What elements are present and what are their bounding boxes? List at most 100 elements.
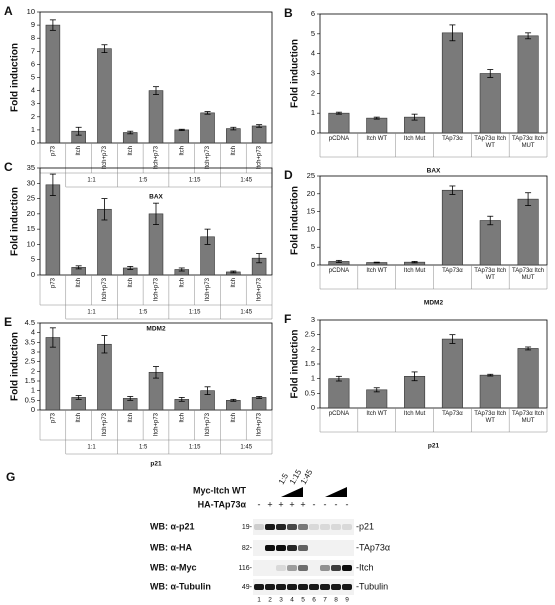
- x-axis-label: BAX: [149, 194, 163, 201]
- x-tick-label: TAp73α Itch MUT: [512, 411, 545, 424]
- treatment-sign: -: [335, 499, 338, 509]
- y-tick-label: 4: [31, 86, 35, 95]
- x-tick-label: TAp73α: [442, 268, 463, 274]
- y-tick-label: 4: [31, 328, 35, 337]
- x-tick-label-box: Itch WT: [366, 268, 387, 274]
- bar: [517, 198, 539, 266]
- mw-marker: 49-: [242, 584, 253, 591]
- x-tick-label: TAp73α Itch WT: [474, 411, 507, 424]
- group-label: 1:1: [87, 445, 96, 451]
- x-tick-label: TAp73α Itch WT: [474, 268, 507, 281]
- band: [254, 524, 264, 530]
- x-tick-label: TAp73α Itch MUT: [512, 268, 545, 281]
- error-bar: [230, 126, 237, 131]
- y-tick-label: 25: [307, 171, 315, 180]
- bar: [517, 35, 539, 134]
- x-tick-label: Itch: [179, 413, 185, 423]
- x-tick-label: Itch: [179, 146, 185, 156]
- x-tick-label-box: TAp73α Itch WT: [474, 136, 506, 149]
- x-tick-label-box: pCDNA: [328, 268, 350, 274]
- y-tick-label: 0: [31, 138, 35, 147]
- treatment-sign: +: [278, 499, 283, 509]
- x-tick-label: Itch: [128, 413, 134, 423]
- bar: [97, 343, 112, 411]
- y-tick-label: 3.5: [25, 337, 35, 346]
- band: [298, 524, 308, 530]
- lane-number: 7: [323, 597, 327, 604]
- x-tick-label-box: pCDNA: [329, 411, 349, 417]
- x-tick-label: Itch: [231, 278, 237, 288]
- band: [298, 565, 308, 571]
- treatment-sign: -: [258, 499, 261, 509]
- x-tick-label: p73: [50, 412, 56, 423]
- band: [320, 565, 330, 571]
- band: [287, 584, 297, 590]
- treatment-sign: -: [324, 499, 327, 509]
- bar: [366, 389, 388, 409]
- treatment-sign: -: [346, 499, 349, 509]
- bar: [200, 112, 215, 144]
- error-bar: [178, 267, 185, 272]
- x-tick-label: Itch WT: [366, 411, 388, 417]
- error-bar: [487, 373, 494, 377]
- error-bar: [75, 395, 82, 400]
- x-tick-label-box: Itch Mut: [404, 136, 425, 142]
- y-tick-label: 9: [31, 20, 35, 29]
- error-bar: [487, 215, 494, 226]
- y-axis-label: Fold induction: [290, 330, 301, 399]
- bar: [441, 32, 463, 134]
- treatment-sign: +: [267, 499, 272, 509]
- x-tick-label: Itch+p73: [257, 277, 263, 301]
- group-label: 1:1: [87, 310, 96, 316]
- error-bar: [49, 327, 56, 348]
- y-tick-label: 20: [307, 189, 315, 198]
- x-tick-label: Itch: [231, 413, 237, 423]
- group-label: 1:5: [139, 178, 148, 184]
- band: [331, 565, 341, 571]
- error-bar: [335, 375, 342, 382]
- lane-number: 5: [301, 597, 305, 604]
- group-label: 1:45: [240, 310, 252, 316]
- y-tick-label: 10: [307, 224, 315, 233]
- x-tick-label: pCDNA: [328, 268, 350, 274]
- panel-letter: E: [4, 315, 12, 329]
- y-axis-label: Fold induction: [10, 187, 21, 256]
- x-tick-label-box: TAp73α Itch WT: [474, 411, 507, 424]
- plot-frame: [319, 319, 548, 409]
- y-tick-label: 10: [27, 239, 35, 248]
- band: [276, 545, 286, 551]
- band: [276, 565, 286, 571]
- y-tick-label: 8: [31, 33, 35, 42]
- bar: [479, 374, 501, 409]
- error-bar: [153, 366, 159, 379]
- x-axis-label: p21: [150, 461, 162, 468]
- y-tick-label: 5: [311, 242, 315, 251]
- x-tick-label: Itch+p73: [205, 277, 211, 301]
- lane-number: 2: [268, 597, 272, 604]
- error-bar: [204, 228, 211, 245]
- panel-letter: A: [4, 4, 13, 18]
- bar: [226, 128, 241, 144]
- band: [331, 584, 341, 590]
- y-axis-label: Fold induction: [290, 39, 301, 108]
- y-tick-label: 7: [31, 46, 35, 55]
- x-tick-label: Itch: [128, 278, 134, 288]
- error-bar: [127, 130, 134, 135]
- y-tick-label: 35: [27, 163, 35, 172]
- x-tick-label-box: TAp73α: [442, 411, 463, 417]
- band: [265, 584, 275, 590]
- error-bar: [335, 259, 342, 263]
- x-tick-label: Itch+p73: [102, 412, 108, 436]
- x-tick-label-box: Itch WT: [366, 411, 388, 417]
- error-bar: [101, 335, 108, 354]
- bar: [366, 117, 388, 134]
- error-bar: [178, 128, 185, 131]
- band: [287, 524, 297, 530]
- panel-letter: C: [4, 160, 13, 174]
- band-label: -Tubulin: [356, 581, 388, 591]
- error-bar: [127, 396, 134, 401]
- lane-number: 3: [279, 597, 283, 604]
- band: [265, 545, 275, 551]
- error-bar: [49, 19, 56, 31]
